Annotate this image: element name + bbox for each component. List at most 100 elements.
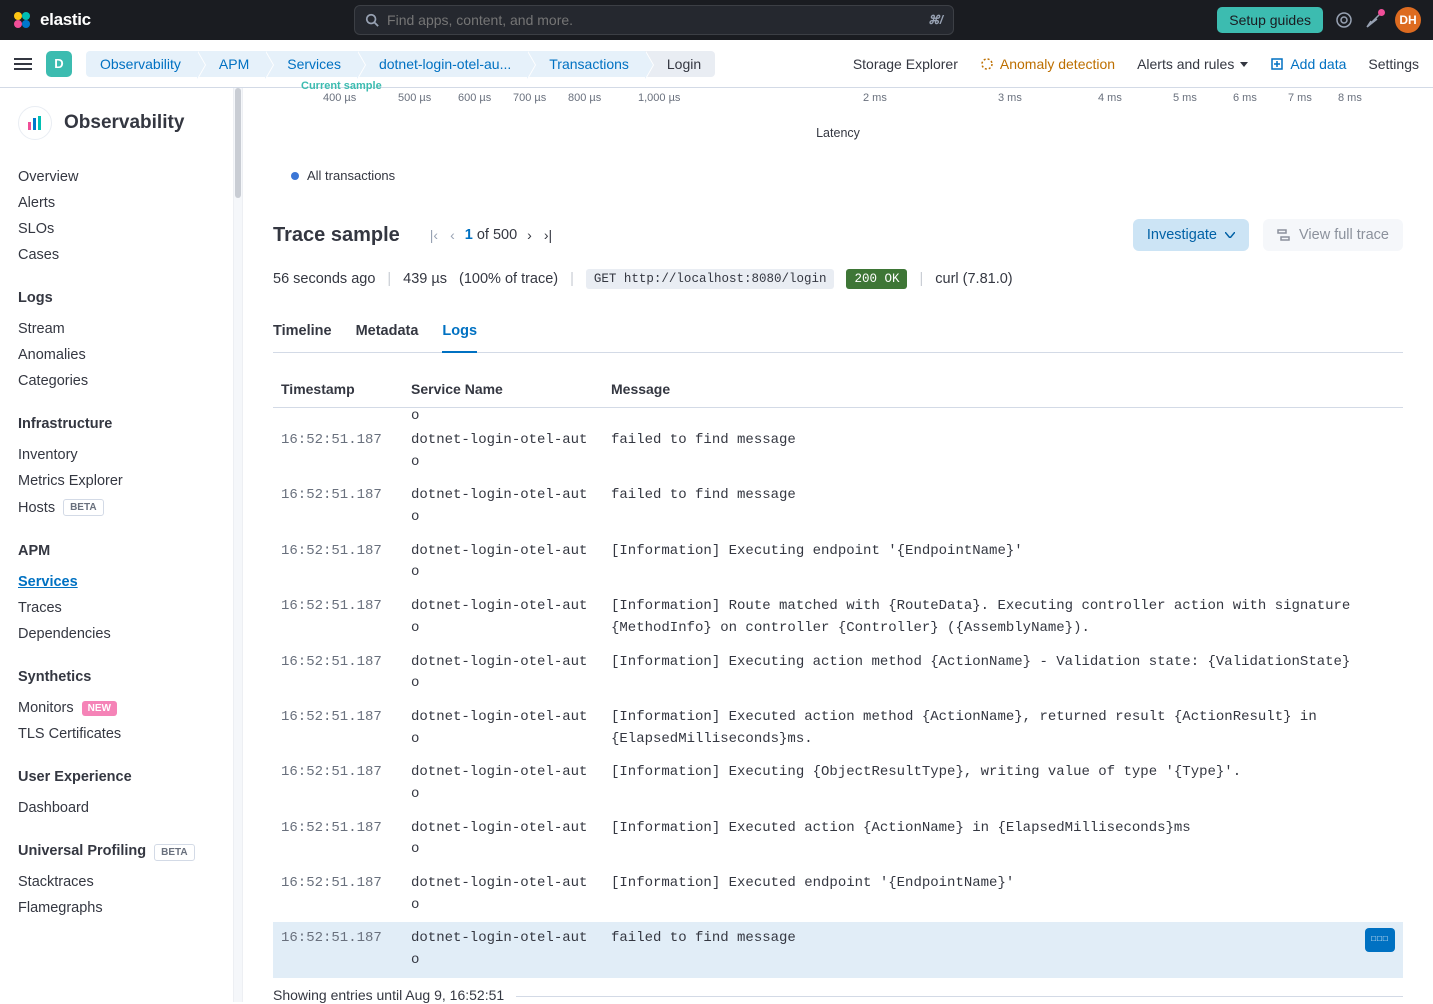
sidebar-link[interactable]: Flamegraphs (18, 895, 215, 921)
sidebar-link[interactable]: Inventory (18, 442, 215, 468)
trace-tabs: Timeline Metadata Logs (273, 313, 1403, 353)
setup-guides-button[interactable]: Setup guides (1217, 7, 1323, 33)
space-badge[interactable]: D (46, 51, 72, 77)
main-inner: Current sample 400 µs500 µs600 µs700 µs8… (242, 88, 1433, 1002)
sidebar-link[interactable]: Alerts (18, 190, 215, 216)
sidebar-link[interactable]: Services (18, 569, 215, 595)
sidebar-section: User ExperienceDashboard (18, 769, 215, 821)
latency-axis-label: Latency (273, 126, 1403, 140)
add-data-icon (1270, 57, 1284, 71)
log-service: dotnet-login-otel-auto (411, 818, 611, 861)
breadcrumb-item[interactable]: APM (197, 51, 265, 77)
sidebar-heading: Synthetics (18, 669, 215, 685)
trace-sample-header: Trace sample |‹ ‹ 1 of 500 › ›| Investig… (273, 219, 1403, 251)
log-row[interactable]: 16:52:51.187dotnet-login-otel-auto[Infor… (273, 756, 1403, 811)
sidebar-link-label: Dashboard (18, 800, 89, 816)
breadcrumb-item[interactable]: Services (265, 51, 357, 77)
global-search[interactable]: ⌘/ (354, 5, 954, 35)
sidebar-link[interactable]: HostsBETA (18, 494, 215, 521)
sidebar-link[interactable]: Anomalies (18, 342, 215, 368)
anomaly-detection-label: Anomaly detection (1000, 56, 1115, 72)
logo[interactable]: elastic (12, 10, 91, 30)
log-message: [Information] Executed action {ActionNam… (611, 818, 1395, 861)
sidebar-link[interactable]: Categories (18, 368, 215, 394)
trace-icon (1277, 228, 1291, 242)
search-input[interactable] (379, 12, 928, 28)
notification-dot (1378, 9, 1385, 16)
log-timestamp: 16:52:51.187 (281, 707, 411, 750)
latency-tick: 600 µs (458, 92, 491, 104)
sidebar-link[interactable]: SLOs (18, 216, 215, 242)
sidebar-top-section: OverviewAlertsSLOsCases (18, 164, 215, 268)
pager-of: of (477, 227, 489, 243)
sidebar-link[interactable]: Cases (18, 242, 215, 268)
trace-age: 56 seconds ago (273, 271, 375, 287)
log-timestamp: 16:52:51.187 (281, 873, 411, 916)
pager-prev-icon[interactable]: ‹ (448, 225, 457, 245)
col-message: Message (611, 381, 1395, 397)
investigate-button[interactable]: Investigate (1133, 219, 1249, 251)
sidebar-link[interactable]: TLS Certificates (18, 721, 215, 747)
sidebar-link[interactable]: Overview (18, 164, 215, 190)
sidebar-link[interactable]: Dashboard (18, 795, 215, 821)
current-sample-label: Current sample (301, 80, 382, 92)
latency-tick: 800 µs (568, 92, 601, 104)
tab-timeline[interactable]: Timeline (273, 313, 332, 352)
trace-pct: (100% of trace) (459, 271, 558, 287)
anomaly-icon (980, 57, 994, 71)
sidebar-link-label: Traces (18, 600, 62, 616)
anomaly-detection-link[interactable]: Anomaly detection (980, 56, 1115, 72)
breadcrumb-item[interactable]: dotnet-login-otel-au... (357, 51, 527, 77)
legend-label: All transactions (307, 168, 395, 183)
latency-tick: 500 µs (398, 92, 431, 104)
divider: | (570, 271, 574, 287)
tab-metadata[interactable]: Metadata (356, 313, 419, 352)
newsfeed-icon[interactable] (1365, 11, 1383, 29)
pager-next-icon[interactable]: › (525, 225, 534, 245)
sidebar-link[interactable]: Stacktraces (18, 869, 215, 895)
help-icon[interactable] (1335, 11, 1353, 29)
sidebar-link[interactable]: Traces (18, 595, 215, 621)
search-icon (365, 13, 379, 27)
log-message: [Information] Executing {ObjectResultTyp… (611, 762, 1395, 805)
log-row[interactable]: 16:52:51.187dotnet-login-otel-autofailed… (273, 424, 1403, 479)
view-full-trace-label: View full trace (1299, 227, 1389, 243)
tab-logs[interactable]: Logs (442, 313, 477, 353)
log-row[interactable]: 16:52:51.187dotnet-login-otel-auto[Infor… (273, 701, 1403, 756)
sidebar-scrollbar[interactable] (234, 88, 242, 1002)
log-row[interactable]: 16:52:51.187dotnet-login-otel-autofailed… (273, 479, 1403, 534)
user-avatar[interactable]: DH (1395, 7, 1421, 33)
latency-tick: 700 µs (513, 92, 546, 104)
latency-ticks: Current sample 400 µs500 µs600 µs700 µs8… (273, 92, 1403, 106)
alerts-rules-dropdown[interactable]: Alerts and rules (1137, 56, 1248, 72)
pager-last-icon[interactable]: ›| (542, 225, 554, 245)
main-layout: Observability OverviewAlertsSLOsCases Lo… (0, 88, 1433, 1002)
sidebar-link[interactable]: Dependencies (18, 621, 215, 647)
latency-tick: 4 ms (1098, 92, 1122, 104)
log-row[interactable]: 16:52:51.187dotnet-login-otel-auto[Infor… (273, 646, 1403, 701)
nav-toggle-icon[interactable] (14, 58, 32, 70)
sidebar-link-label: Flamegraphs (18, 900, 103, 916)
breadcrumb-item: Login (645, 51, 715, 77)
logo-text: elastic (40, 10, 91, 30)
breadcrumb-item[interactable]: Observability (86, 51, 197, 77)
log-row[interactable]: 16:52:51.187dotnet-login-otel-auto[Infor… (273, 535, 1403, 590)
log-row[interactable]: 16:52:51.187dotnet-login-otel-autofailed… (273, 922, 1403, 977)
sidebar-link[interactable]: Stream (18, 316, 215, 342)
breadcrumb-item[interactable]: Transactions (527, 51, 645, 77)
pager-first-icon[interactable]: |‹ (428, 225, 440, 245)
settings-link[interactable]: Settings (1368, 56, 1419, 72)
add-data-link[interactable]: Add data (1270, 56, 1346, 72)
kbd-shortcut-hint: ⌘/ (928, 13, 943, 27)
sidebar-link[interactable]: MonitorsNEW (18, 695, 215, 721)
log-row[interactable]: 16:52:51.187dotnet-login-otel-auto[Infor… (273, 867, 1403, 922)
badge: BETA (154, 844, 194, 861)
storage-explorer-link[interactable]: Storage Explorer (853, 56, 958, 72)
trace-meta: 56 seconds ago | 439 µs (100% of trace) … (273, 269, 1403, 289)
log-row[interactable]: 16:52:51.187dotnet-login-otel-auto[Infor… (273, 812, 1403, 867)
col-service: Service Name (411, 381, 611, 397)
sidebar-link[interactable]: Metrics Explorer (18, 468, 215, 494)
latency-chart-axis: Current sample 400 µs500 µs600 µs700 µs8… (273, 88, 1403, 183)
log-row[interactable]: 16:52:51.187dotnet-login-otel-auto[Infor… (273, 590, 1403, 645)
row-actions-icon[interactable]: □□□ (1365, 928, 1395, 952)
